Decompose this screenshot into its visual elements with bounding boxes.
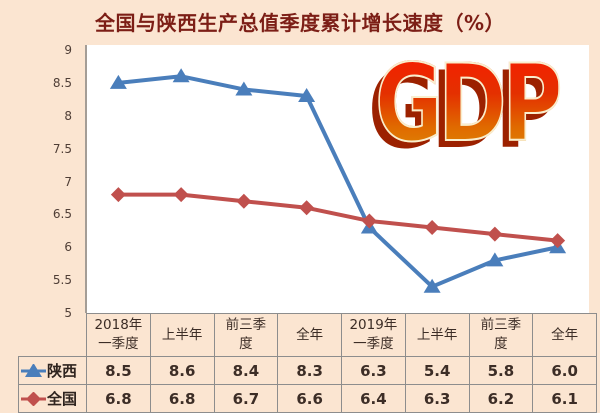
value-cell: 6.8 (86, 384, 151, 413)
column-header: 上半年 (404, 313, 470, 357)
legend-cell-全国: 全国 (18, 384, 87, 413)
diamond-marker (299, 200, 315, 216)
legend-label: 陕西 (47, 362, 78, 380)
diamond-marker (361, 213, 377, 229)
column-header: 2019年 一季度 (341, 313, 406, 357)
y-tick-label: 6.5 (52, 207, 72, 222)
triangle-marker (235, 81, 253, 96)
y-tick-label: 6 (64, 240, 72, 255)
diamond-marker (173, 187, 189, 203)
value-cell: 6.0 (532, 356, 597, 385)
column-header: 上半年 (149, 313, 215, 357)
y-tick-label: 7 (64, 174, 72, 189)
table-corner (19, 314, 87, 357)
value-cell: 6.4 (341, 384, 406, 413)
value-cell: 5.4 (404, 356, 470, 385)
value-cell: 6.6 (277, 384, 342, 413)
triangle-marker (109, 74, 127, 89)
column-header: 前三季 度 (213, 313, 279, 357)
value-cell: 6.2 (468, 384, 534, 413)
column-header: 全年 (277, 313, 342, 357)
diamond-marker (487, 226, 503, 242)
plot-area: GDP GDP (85, 45, 589, 313)
y-tick-label: 8.5 (52, 75, 72, 90)
diamond-marker (236, 193, 252, 209)
triangle-marker (172, 68, 190, 83)
value-cell: 8.4 (213, 356, 279, 385)
value-cell: 6.3 (404, 384, 470, 413)
triangle-marker (298, 88, 316, 103)
y-axis: 9 8.5 8 7.5 7 6.5 6 5.5 5 (0, 43, 78, 320)
value-cell: 8.6 (149, 356, 215, 385)
diamond-legend-icon (21, 391, 46, 406)
value-cell: 6.1 (532, 384, 597, 413)
value-cell: 8.3 (277, 356, 342, 385)
column-header: 2018年 一季度 (86, 313, 151, 357)
line-chart (109, 68, 567, 293)
data-table: 2018年 一季度 上半年 前三季 度全年 2019年 一季度 上半年 前三季 度全年 陕西… (18, 313, 597, 413)
triangle-marker (486, 252, 504, 267)
legend-cell-陕西: 陕西 (18, 356, 87, 385)
chart-title: 全国与陕西生产总值季度累计增长速度（%） (94, 11, 506, 35)
diamond-marker (424, 220, 440, 236)
triangle-legend-icon (21, 363, 46, 377)
column-header: 前三季 度 (468, 313, 534, 357)
diamond-marker (550, 233, 566, 249)
y-tick-label: 8 (64, 108, 72, 123)
y-tick-label: 7.5 (52, 141, 72, 156)
y-tick-label: 9 (64, 43, 72, 57)
y-tick-label: 5 (64, 306, 72, 320)
diamond-marker (110, 187, 126, 203)
value-cell: 6.3 (341, 356, 406, 385)
value-cell: 5.8 (468, 356, 534, 385)
column-header: 全年 (532, 313, 597, 357)
data-table-wrap: 2018年 一季度 上半年 前三季 度全年 2019年 一季度 上半年 前三季 度全年 陕西… (18, 313, 597, 413)
series-line-全国 (116, 192, 560, 243)
legend-label: 全国 (47, 390, 78, 408)
value-cell: 6.8 (149, 384, 215, 413)
series-line-陕西 (116, 74, 560, 289)
value-cell: 8.5 (86, 356, 151, 385)
y-tick-label: 5.5 (52, 273, 72, 288)
value-cell: 6.7 (213, 384, 279, 413)
triangle-marker (423, 278, 441, 293)
